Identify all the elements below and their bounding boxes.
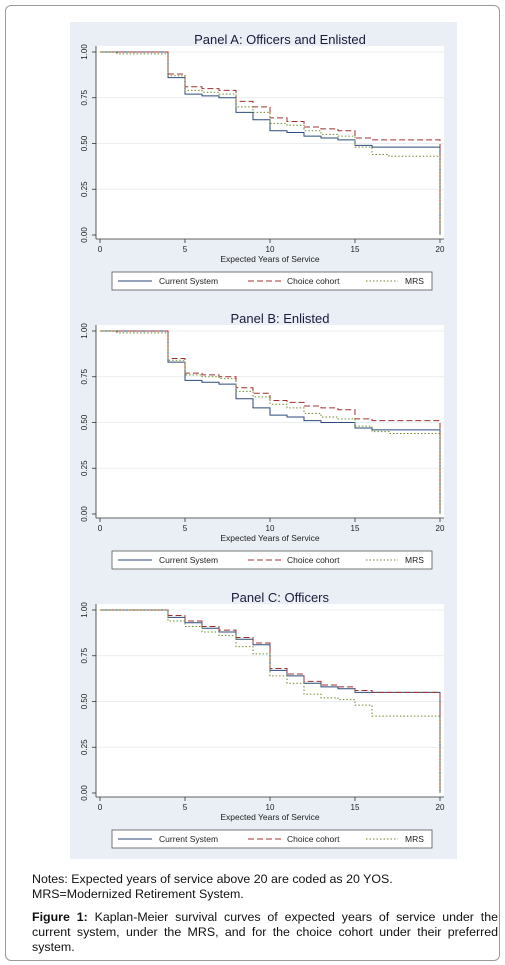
y-tick-label: 0.25 (80, 460, 89, 476)
series-line (100, 609, 441, 793)
notes: Notes: Expected years of service above 2… (32, 872, 498, 902)
y-tick-label: 0.25 (80, 739, 89, 755)
x-tick-label: 10 (266, 245, 275, 254)
legend: Current System Choice cohort MRS (111, 829, 433, 849)
legend: Current System Choice cohort MRS (111, 271, 433, 291)
chart-title: Panel A: Officers and Enlisted (194, 32, 366, 47)
legend-label: MRS (405, 276, 424, 286)
x-tick-label: 5 (183, 245, 188, 254)
panel-c-chart: Panel C: Officers 0.00 0.25 0.50 0.75 1.00 0 5 1… (80, 590, 445, 849)
x-tick-label: 20 (436, 245, 445, 254)
legend-label: MRS (405, 834, 424, 844)
panel-a-chart: Panel A: Officers and Enlisted 0.00 0.25 0.… (80, 32, 445, 291)
x-axis-label: Expected Years of Service (220, 812, 320, 822)
y-tick-label: 0.50 (80, 135, 89, 151)
x-tick-label: 20 (436, 524, 445, 533)
caption-text: Kaplan-Meier survival curves of expected… (32, 910, 498, 954)
series-line (100, 51, 441, 235)
x-tick-label: 15 (351, 245, 360, 254)
series-line (100, 51, 441, 235)
x-tick-label: 0 (98, 245, 103, 254)
y-tick-label: 0.75 (80, 89, 89, 105)
notes-line-1: Notes: Expected years of service above 2… (32, 872, 393, 886)
x-tick-label: 15 (351, 524, 360, 533)
legend-label: Current System (159, 276, 218, 286)
y-tick-label: 0.25 (80, 181, 89, 197)
y-tick-label: 0.00 (80, 227, 89, 243)
legend-label: Choice cohort (287, 555, 340, 565)
legend-label: Choice cohort (287, 276, 340, 286)
x-tick-label: 15 (351, 803, 360, 812)
legend-label: Current System (159, 834, 218, 844)
panel-b: Panel B: Enlisted 0.00 0.25 0.50 0.75 1.00 0 5 1… (70, 301, 457, 580)
figure-frame: Panel A: Officers and Enlisted 0.00 0.25 0.… (5, 5, 500, 961)
panel-c: Panel C: Officers 0.00 0.25 0.50 0.75 1.00 0 5 1… (70, 580, 457, 859)
legend-label: Current System (159, 555, 218, 565)
y-tick-label: 1.00 (80, 44, 89, 60)
series-line (100, 330, 441, 514)
y-tick-label: 0.50 (80, 693, 89, 709)
legend-label: Choice cohort (287, 834, 340, 844)
x-tick-label: 5 (183, 803, 188, 812)
y-tick-label: 0.75 (80, 368, 89, 384)
panel-b-chart: Panel B: Enlisted 0.00 0.25 0.50 0.75 1.00 0 5 1… (80, 311, 445, 570)
notes-line-2: MRS=Modernized Retirement System. (32, 887, 244, 901)
chart-title: Panel B: Enlisted (230, 311, 329, 326)
x-tick-label: 0 (98, 803, 103, 812)
chart-title: Panel C: Officers (231, 590, 330, 605)
x-tick-label: 0 (98, 524, 103, 533)
y-tick-label: 1.00 (80, 602, 89, 618)
figure-background: Panel A: Officers and Enlisted 0.00 0.25 0.… (70, 22, 457, 859)
legend-label: MRS (405, 555, 424, 565)
plot-area (96, 46, 444, 239)
x-tick-label: 5 (183, 524, 188, 533)
y-tick-label: 0.00 (80, 785, 89, 801)
series-line (100, 330, 441, 514)
series-line (100, 51, 441, 235)
plot-area (96, 604, 444, 797)
x-axis-label: Expected Years of Service (220, 533, 320, 543)
panel-a: Panel A: Officers and Enlisted 0.00 0.25 0.… (70, 22, 457, 301)
x-tick-label: 10 (266, 803, 275, 812)
y-tick-label: 0.00 (80, 506, 89, 522)
plot-area (96, 325, 444, 518)
y-tick-label: 0.75 (80, 647, 89, 663)
y-tick-label: 0.50 (80, 414, 89, 430)
figure-caption: Figure 1: Kaplan-Meier survival curves o… (32, 910, 498, 955)
x-tick-label: 20 (436, 803, 445, 812)
x-axis-label: Expected Years of Service (220, 254, 320, 264)
y-tick-label: 1.00 (80, 323, 89, 339)
caption-label: Figure 1: (32, 910, 88, 924)
x-tick-label: 10 (266, 524, 275, 533)
legend: Current System Choice cohort MRS (111, 550, 433, 570)
